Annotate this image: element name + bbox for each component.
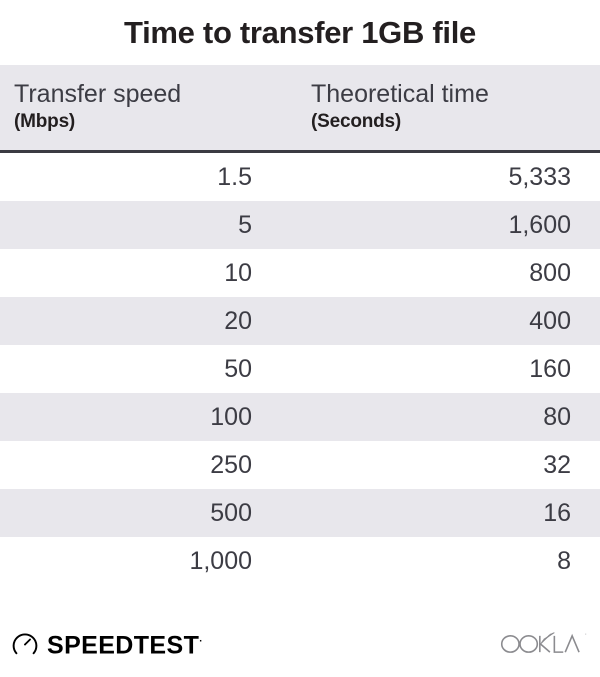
speedometer-icon: [12, 631, 38, 657]
column-header-transfer-speed: Transfer speed (Mbps): [0, 65, 297, 153]
table-row: 100 80: [0, 393, 600, 441]
table-row: 1,000 8: [0, 537, 600, 585]
cell-theoretical-time: 8: [297, 537, 600, 585]
table-header: Transfer speed (Mbps) Theoretical time (…: [0, 65, 600, 153]
page-title: Time to transfer 1GB file: [124, 15, 476, 50]
column-header-theoretical-time-title: Theoretical time: [311, 80, 489, 108]
cell-theoretical-time: 160: [297, 345, 600, 393]
cell-theoretical-time: 5,333: [297, 151, 600, 201]
column-header-theoretical-time: Theoretical time (Seconds): [297, 65, 600, 153]
table-header-row: Transfer speed (Mbps) Theoretical time (…: [0, 65, 600, 153]
ookla-logo: ·: [500, 630, 587, 656]
cell-theoretical-time: 80: [297, 393, 600, 441]
cell-transfer-speed: 500: [0, 489, 297, 537]
cell-transfer-speed: 250: [0, 441, 297, 489]
cell-transfer-speed: 1.5: [0, 151, 297, 201]
cell-transfer-speed: 50: [0, 345, 297, 393]
table-row: 250 32: [0, 441, 600, 489]
cell-theoretical-time: 16: [297, 489, 600, 537]
speedtest-logo: SPEEDTEST·: [12, 629, 203, 658]
speedtest-trademark-symbol: ·: [199, 636, 203, 647]
cell-transfer-speed: 10: [0, 249, 297, 297]
cell-theoretical-time: 32: [297, 441, 600, 489]
table-row: 1.5 5,333: [0, 151, 600, 201]
table-row: 500 16: [0, 489, 600, 537]
column-header-transfer-speed-unit: (Mbps): [14, 111, 76, 132]
table-row: 20 400: [0, 297, 600, 345]
speedtest-wordmark: SPEEDTEST·: [47, 631, 203, 660]
table-row: 10 800: [0, 249, 600, 297]
column-header-transfer-speed-title: Transfer speed: [14, 80, 182, 108]
cell-theoretical-time: 1,600: [297, 201, 600, 249]
cell-transfer-speed: 20: [0, 297, 297, 345]
cell-transfer-speed: 1,000: [0, 537, 297, 585]
column-header-theoretical-time-unit: (Seconds): [311, 111, 402, 132]
footer: SPEEDTEST·: [0, 620, 600, 677]
transfer-time-table: Transfer speed (Mbps) Theoretical time (…: [0, 65, 600, 585]
cell-transfer-speed: 5: [0, 201, 297, 249]
table-body: 1.5 5,333 5 1,600 10 800 20 400 50 160 1…: [0, 151, 600, 585]
cell-theoretical-time: 800: [297, 249, 600, 297]
cell-theoretical-time: 400: [297, 297, 600, 345]
ookla-wordmark-icon: [500, 630, 584, 656]
ookla-trademark-symbol: ·: [584, 631, 587, 638]
table-row: 50 160: [0, 345, 600, 393]
table-row: 5 1,600: [0, 201, 600, 249]
cell-transfer-speed: 100: [0, 393, 297, 441]
